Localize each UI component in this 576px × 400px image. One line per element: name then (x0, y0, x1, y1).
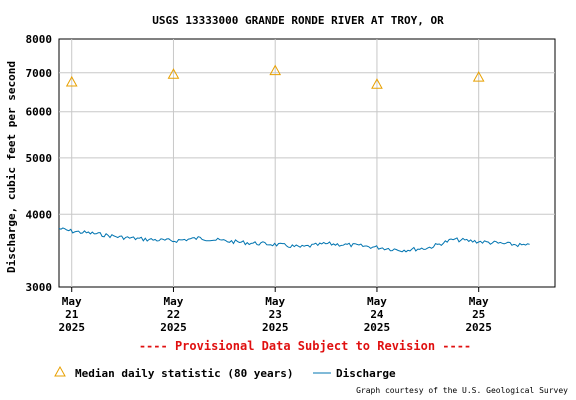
x-tick-label: 24 (370, 308, 384, 321)
x-tick-label: 2025 (160, 321, 187, 334)
x-tick-label: 25 (472, 308, 485, 321)
median-point (472, 71, 485, 82)
x-tick-label: 2025 (364, 321, 391, 334)
legend-median-marker (54, 365, 66, 377)
y-tick-label: 7000 (26, 67, 53, 80)
legend-median-label: Median daily statistic (80 years) (75, 367, 294, 380)
median-point (167, 68, 180, 79)
median-point (269, 64, 282, 76)
discharge-line (58, 227, 530, 253)
x-tick-label: 2025 (262, 321, 289, 334)
discharge-series (58, 227, 530, 253)
chart-title: USGS 13333000 GRANDE RONDE RIVER AT TROY… (152, 14, 444, 27)
median-series (65, 64, 485, 89)
y-tick-label: 6000 (26, 106, 53, 119)
grid-lines (59, 39, 555, 292)
median-point (371, 78, 383, 89)
x-tick-label: May (469, 295, 489, 308)
median-point (65, 75, 78, 87)
legend-discharge-label: Discharge (336, 367, 396, 380)
x-tick-label: 21 (65, 308, 79, 321)
y-tick-label: 5000 (26, 152, 53, 165)
provisional-notice: ---- Provisional Data Subject to Revisio… (139, 339, 471, 353)
x-tick-labels: May212025May222025May232025May242025May2… (58, 295, 491, 334)
y-axis-label: Discharge, cubic feet per second (5, 61, 18, 273)
x-tick-label: May (62, 295, 82, 308)
x-tick-label: 2025 (465, 321, 492, 334)
y-tick-label: 4000 (26, 208, 53, 221)
y-tick-label: 3000 (26, 281, 53, 294)
y-tick-labels: 3000 4000 5000 6000 7000 8000 (26, 33, 53, 294)
x-tick-label: 22 (167, 308, 180, 321)
x-tick-label: 2025 (58, 321, 85, 334)
y-tick-label: 8000 (26, 33, 53, 46)
x-tick-label: May (367, 295, 387, 308)
x-tick-label: May (164, 295, 184, 308)
x-tick-label: 23 (269, 308, 282, 321)
x-tick-label: May (265, 295, 285, 308)
credit-text: Graph courtesy of the U.S. Geological Su… (356, 386, 568, 395)
